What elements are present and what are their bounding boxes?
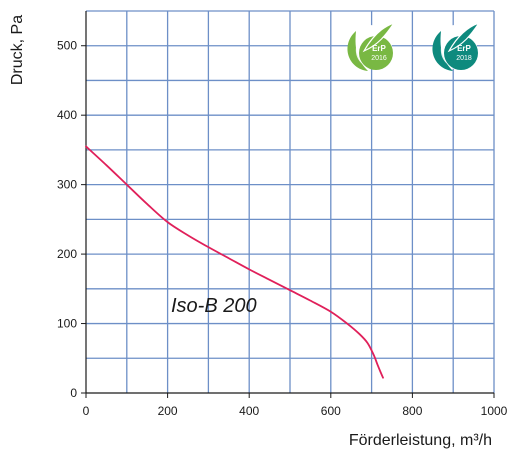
y-tick-label: 100 [57, 317, 77, 331]
y-tick-label: 500 [57, 39, 77, 53]
x-axis-label: Förderleistung, m³/h [349, 432, 492, 449]
y-axis-label: Druck, Pa [9, 15, 26, 85]
badge-text-erp: ErP [372, 44, 386, 53]
y-tick-label: 300 [57, 178, 77, 192]
leaf-swoop [447, 21, 481, 53]
x-tick-label: 400 [239, 404, 259, 418]
x-tick-label: 600 [321, 404, 341, 418]
leaf-swoop [362, 21, 396, 53]
badge-text-year: 2016 [371, 55, 387, 62]
series-line-iso-b-200 [85, 145, 384, 379]
grid [86, 10, 495, 393]
badge-text-erp: ErP [457, 44, 471, 53]
axes [81, 11, 495, 398]
leaf-inner [440, 37, 453, 67]
series [85, 145, 384, 379]
erp-2016-leaf-icon: ErP 2016 [347, 21, 396, 71]
leaf-outer [347, 31, 368, 71]
x-tick-label: 800 [402, 404, 422, 418]
y-tick-label: 0 [70, 386, 77, 400]
x-tick-label: 0 [83, 404, 90, 418]
erp-2018-leaf-icon: ErP 2018 [432, 21, 481, 71]
tick-labels: 0 100 200 300 400 500 0 200 400 600 800 1000 [57, 39, 508, 418]
leaf-outer [432, 31, 453, 71]
erp-badges: ErP 2016 ErP 2018 [347, 21, 481, 71]
leaf-inner [355, 37, 368, 67]
x-tick-label: 200 [158, 404, 178, 418]
series-label: Iso-B 200 [171, 295, 257, 317]
y-tick-label: 400 [57, 108, 77, 122]
x-tick-label: 1000 [481, 404, 508, 418]
y-tick-label: 200 [57, 247, 77, 261]
badge-text-year: 2018 [456, 55, 472, 62]
